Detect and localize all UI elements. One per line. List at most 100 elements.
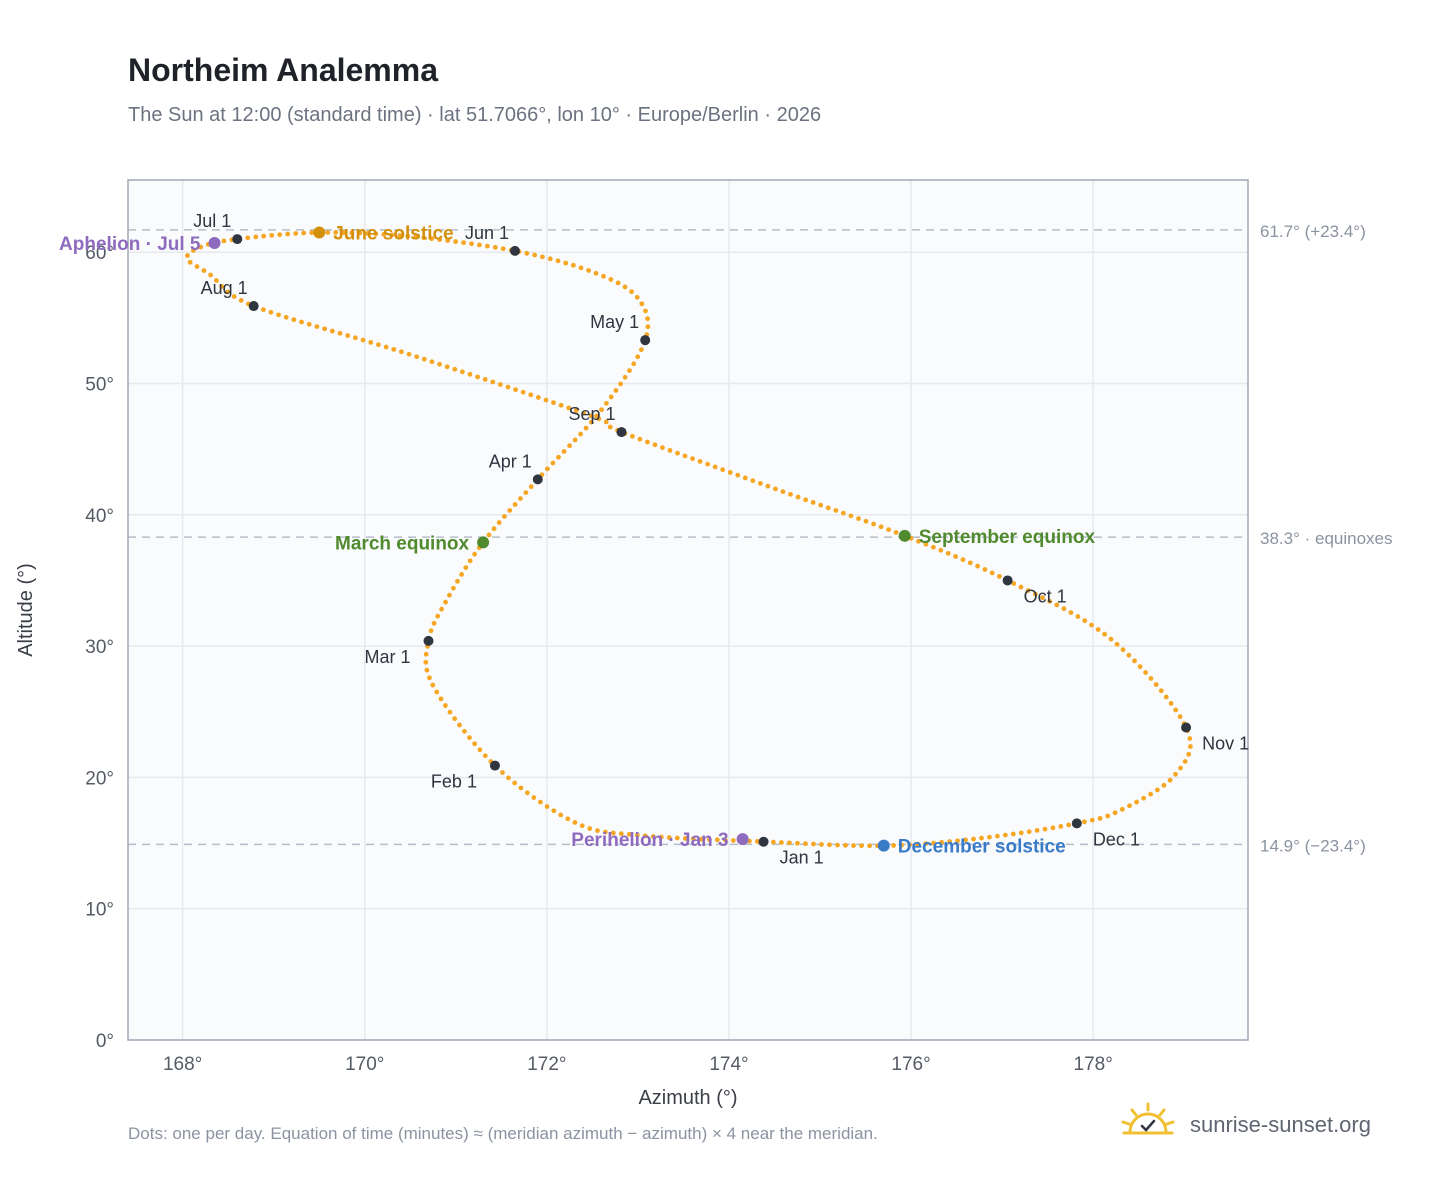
daily-dot	[535, 395, 541, 400]
daily-dot	[593, 270, 599, 276]
daily-dot	[955, 838, 960, 844]
daily-dot	[803, 497, 809, 503]
daily-dot	[706, 837, 712, 842]
month-marker	[232, 234, 243, 245]
daily-dot	[1032, 591, 1038, 597]
daily-dot	[563, 260, 569, 266]
daily-dot	[566, 405, 572, 411]
daily-dot	[341, 230, 347, 235]
daily-dot	[555, 258, 561, 264]
daily-dot	[629, 289, 634, 295]
daily-dot	[771, 839, 776, 845]
daily-dot	[601, 273, 606, 279]
daily-dot	[438, 696, 444, 702]
daily-dot	[397, 233, 403, 238]
daily-dot	[1047, 598, 1053, 604]
month-label: Nov 1	[1202, 734, 1249, 754]
daily-dot	[1178, 765, 1183, 771]
daily-dot	[445, 238, 451, 243]
reference-label: 38.3° · equinoxes	[1260, 529, 1393, 548]
daily-dot	[459, 572, 464, 577]
month-marker	[640, 335, 651, 346]
daily-dot	[512, 780, 518, 786]
daily-dot	[444, 364, 450, 370]
daily-dot	[507, 508, 513, 513]
daily-dot	[630, 433, 635, 439]
chart-title: Northeim Analemma	[128, 52, 438, 88]
daily-dot	[851, 843, 856, 848]
daily-dot	[1154, 787, 1160, 793]
x-tick-label: 176°	[891, 1054, 930, 1075]
daily-dot	[276, 312, 281, 318]
month-marker	[616, 427, 627, 438]
daily-dot	[437, 361, 442, 367]
daily-dot	[581, 410, 587, 416]
daily-dot	[811, 841, 816, 847]
daily-dot	[787, 840, 792, 846]
month-marker	[758, 836, 769, 847]
daily-dot	[421, 356, 427, 362]
daily-dot	[360, 337, 366, 343]
month-label: Jan 1	[780, 848, 824, 868]
daily-dot	[505, 384, 511, 390]
daily-dot	[399, 349, 404, 355]
daily-dot	[835, 842, 840, 848]
daily-dot	[859, 843, 864, 849]
brand-name[interactable]: sunrise-sunset.org	[1190, 1112, 1371, 1137]
daily-dot	[484, 243, 490, 249]
daily-dot	[938, 547, 944, 553]
daily-dot	[982, 567, 988, 572]
event-label: Aphelion · Jul 5	[59, 234, 201, 255]
daily-dot	[518, 785, 524, 791]
daily-dot	[660, 445, 665, 450]
daily-dot	[833, 508, 839, 513]
daily-dot	[1082, 618, 1088, 624]
daily-dot	[537, 799, 543, 805]
daily-dot	[551, 808, 557, 814]
daily-dot	[185, 253, 190, 258]
daily-dot	[383, 344, 389, 350]
daily-dot	[1108, 636, 1114, 642]
daily-dot	[947, 839, 952, 844]
daily-dot	[469, 241, 474, 247]
daily-dot	[406, 351, 412, 357]
daily-dot	[1089, 622, 1094, 628]
daily-dot	[1143, 670, 1148, 675]
daily-dot	[423, 659, 429, 665]
month-marker	[1181, 722, 1192, 733]
daily-dot	[995, 833, 1000, 839]
daily-dot	[467, 558, 473, 564]
daily-dot	[524, 790, 530, 796]
daily-dot	[496, 520, 502, 525]
daily-dot	[780, 489, 786, 495]
daily-dot	[429, 236, 435, 242]
daily-dot	[637, 436, 643, 442]
daily-dot	[306, 321, 312, 327]
daily-dot	[544, 804, 550, 809]
event-label: December solstice	[898, 837, 1066, 858]
daily-dot	[269, 232, 275, 238]
daily-dot	[638, 347, 644, 353]
brand[interactable]: sunrise-sunset.org	[1120, 1100, 1420, 1148]
daily-dot	[979, 835, 984, 841]
daily-dot	[1119, 806, 1125, 812]
daily-dot	[1068, 610, 1074, 615]
daily-dot	[1186, 751, 1192, 757]
daily-dot	[607, 424, 613, 430]
daily-dot	[634, 294, 640, 300]
daily-dot	[856, 516, 861, 521]
daily-dot	[518, 496, 523, 501]
daily-dot	[610, 830, 616, 836]
daily-dot	[191, 247, 196, 253]
daily-dot	[727, 470, 733, 475]
y-tick-label: 50°	[85, 375, 114, 396]
daily-dot	[573, 408, 579, 413]
reference-lines: 61.7° (+23.4°) 38.3° · equinoxes 14.9° (−2…	[128, 222, 1393, 855]
daily-dot	[945, 550, 951, 556]
daily-dot	[194, 264, 200, 269]
daily-dot	[803, 841, 808, 847]
daily-dot	[1173, 707, 1179, 713]
daily-dot	[201, 268, 207, 273]
daily-dot	[491, 526, 497, 532]
daily-dot	[765, 483, 771, 489]
